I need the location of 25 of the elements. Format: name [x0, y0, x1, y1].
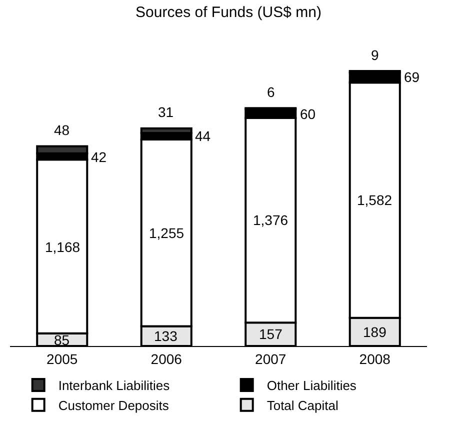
data-label: 60: [300, 106, 316, 122]
data-label: 1,255: [149, 225, 184, 241]
data-label: 42: [91, 149, 107, 165]
x-tick-label: 2007: [255, 350, 286, 367]
data-label: 85: [54, 332, 70, 348]
legend-label: Total Capital: [266, 398, 338, 413]
data-label: 133: [154, 328, 178, 344]
legend-label: Customer Deposits: [58, 398, 170, 413]
x-tick-label: 2005: [46, 350, 78, 367]
legend-label: Interbank Liabilities: [58, 378, 170, 394]
data-label: 6: [267, 84, 275, 100]
x-tick-label: 2008: [359, 350, 391, 367]
x-tick-label: 2006: [150, 350, 182, 367]
data-label: 189: [363, 324, 387, 340]
data-label: 31: [158, 104, 174, 120]
data-label: 9: [371, 47, 379, 63]
data-label: 1,168: [45, 239, 80, 255]
legend-label: Other Liabilities: [266, 378, 357, 394]
data-label: 69: [404, 69, 420, 85]
data-label: 157: [259, 326, 283, 342]
data-label: 1,376: [253, 212, 288, 228]
chart-title: Sources of Funds (US$ mn): [136, 4, 322, 22]
data-label: 44: [195, 128, 211, 144]
data-label: 1,582: [357, 192, 392, 208]
data-label: 48: [54, 122, 70, 138]
